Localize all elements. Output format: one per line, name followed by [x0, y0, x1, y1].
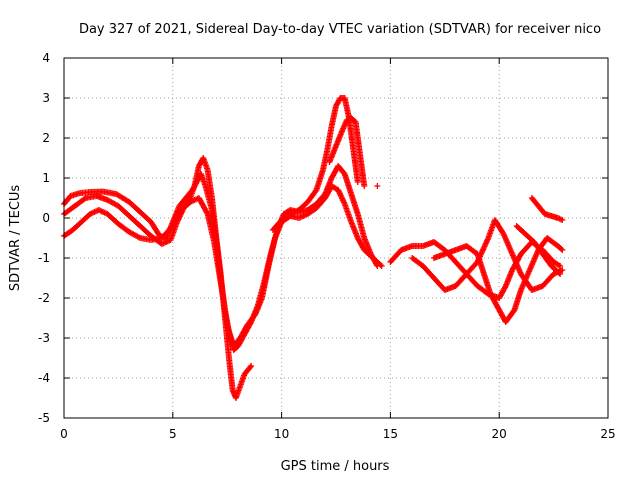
x-tick-label: 25	[600, 427, 615, 441]
data-point-isolated	[374, 183, 381, 189]
data-point-track-i	[557, 271, 564, 277]
data-point-track-c	[203, 209, 210, 216]
data-point-track-f	[502, 284, 509, 291]
x-tick-label: 15	[383, 427, 398, 441]
data-marks	[61, 95, 566, 401]
axis-ticks: 0 5 10 15 20 25 -5 -4 -3 -2 -1 0 1 2 3 4	[38, 51, 616, 441]
y-tick-label: -2	[38, 291, 50, 305]
x-tick-label: 20	[492, 427, 507, 441]
x-tick-label: 5	[169, 427, 177, 441]
data-point-track-j	[559, 217, 566, 223]
data-point-track-i	[556, 270, 563, 276]
data-point-track-b	[248, 363, 255, 369]
data-point-track-f	[557, 263, 564, 269]
x-tick-label: 0	[60, 427, 68, 441]
data-point-track-c	[377, 262, 384, 268]
data-point-track-h	[558, 246, 565, 252]
y-tick-label: 0	[42, 211, 50, 225]
y-tick-label: 1	[42, 171, 50, 185]
data-point-track-h	[559, 247, 566, 253]
data-point-track-f	[555, 262, 562, 269]
data-point-track-c	[378, 263, 385, 269]
y-tick-label: -1	[38, 251, 50, 265]
data-point-track-g	[559, 267, 566, 273]
y-tick-label: 3	[42, 91, 50, 105]
y-tick-label: -5	[38, 411, 50, 425]
data-point-track-d	[354, 179, 361, 185]
chart-title: Day 327 of 2021, Sidereal Day-to-day VTE…	[79, 22, 601, 37]
grid	[64, 58, 608, 418]
y-tick-label: 4	[42, 51, 50, 65]
data-point-track-e	[361, 183, 368, 189]
y-tick-label: -3	[38, 331, 50, 345]
x-tick-label: 10	[274, 427, 289, 441]
x-axis-label: GPS time / hours	[281, 459, 390, 474]
plot-frame	[63, 57, 609, 419]
y-tick-label: -4	[38, 371, 50, 385]
y-tick-label: 2	[42, 131, 50, 145]
y-axis-label: SDTVAR / TECUs	[8, 185, 23, 292]
data-point-track-b	[247, 364, 254, 371]
data-point-track-b	[81, 195, 88, 202]
